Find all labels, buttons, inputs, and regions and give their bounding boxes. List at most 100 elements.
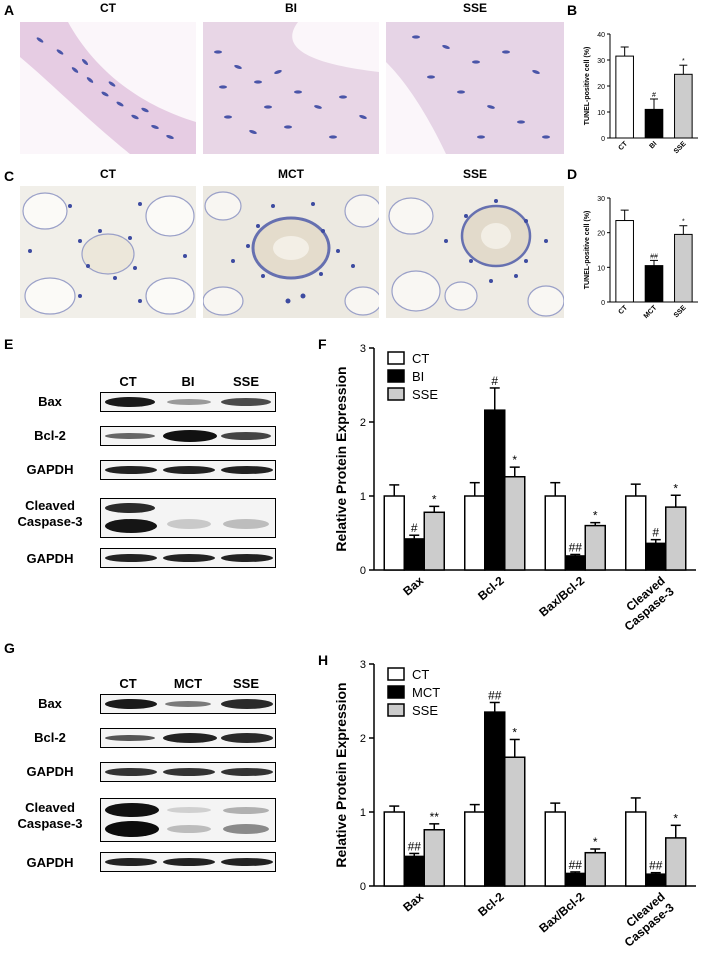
panel-label-e: E (4, 336, 14, 352)
bar-mct (644, 265, 664, 303)
blot-strip-bcl2 (100, 426, 276, 446)
blot-strip-gapdh-1 (100, 762, 276, 782)
x-tick-label: CleavedCaspase-3 (613, 573, 677, 633)
significance-mark: * (682, 58, 685, 65)
legend-swatch-sse (387, 703, 405, 717)
row-label-cleaved-caspase3: Cleaved Caspase-3 (17, 800, 83, 831)
micrograph-a-sse (386, 22, 564, 154)
bar-ct (464, 495, 486, 571)
tunel-chart-d: 0 10 20 30 TUNEL-positive cell (%) CT ## MCT * SS… (584, 196, 698, 320)
panel-label-d: D (567, 166, 578, 182)
significance-mark: * (593, 835, 598, 849)
panel-label-a: A (4, 2, 15, 18)
bar-mct (403, 855, 425, 887)
bar-sse (584, 851, 606, 887)
x-tick-label: Bcl-2 (475, 889, 507, 919)
lane-label-sse: SSE (232, 676, 259, 691)
western-blot-g: CT MCT SSE Bax Bcl-2 GAPDH Cleaved Caspa… (0, 672, 290, 882)
lane-label-bi: BI (181, 374, 195, 389)
western-blot-e: CT BI SSE Bax Bcl-2 GAPDH Cleaved Caspas… (0, 370, 290, 580)
micrograph-c-mct (203, 186, 379, 318)
y-tick-label: 3 (360, 343, 366, 355)
x-tick-label: Bax/Bcl-2 (536, 889, 587, 935)
lane-label-ct: CT (119, 676, 137, 691)
bar-sse (674, 73, 693, 139)
blot-strip-gapdh-2 (100, 548, 276, 568)
legend-label-sse: SSE (412, 387, 438, 402)
x-tick-label: Bax (400, 889, 426, 914)
micrograph-a-ct (20, 22, 196, 154)
y-tick-label: 40 (597, 32, 605, 39)
bar-mct (484, 711, 506, 887)
y-tick-label: 1 (360, 491, 366, 503)
bar-sse (584, 524, 606, 571)
protein-expression-chart-f: 0 1 2 3 Relative Protein Expression # * Bax # * Bc… (333, 343, 696, 634)
x-tick-label: Bax/Bcl-2 (536, 573, 587, 619)
bar-ct (615, 55, 634, 139)
bar-bi (645, 542, 667, 571)
panel-label-g: G (4, 640, 15, 656)
bar-sse (504, 476, 526, 571)
bar-bi (644, 108, 664, 139)
x-tick-label: SSE (673, 140, 688, 155)
x-tick-label: Bax (400, 573, 426, 598)
blot-strip-cleaved-caspase3 (100, 798, 276, 842)
y-tick-label: 2 (360, 733, 366, 745)
legend-swatch-mct (387, 685, 405, 699)
image-title-c-mct: MCT (278, 167, 304, 181)
legend-label-bi: BI (412, 369, 424, 384)
legend-label-sse: SSE (412, 703, 438, 718)
blot-strip-bcl2 (100, 728, 276, 748)
blot-strip-bax (100, 392, 276, 412)
row-label-gapdh-2: GAPDH (26, 551, 74, 566)
bar-sse (423, 829, 445, 887)
bar-bi (564, 555, 586, 571)
panel-label-c: C (4, 168, 15, 184)
image-title-a-ct: CT (100, 1, 116, 15)
y-tick-label: 0 (601, 300, 605, 307)
significance-mark: * (432, 492, 437, 506)
panel-label-h: H (318, 652, 329, 668)
legend-swatch-bi (387, 369, 405, 383)
row-label-gapdh-2: GAPDH (26, 855, 74, 870)
significance-mark: * (673, 811, 678, 825)
row-label-bax: Bax (38, 394, 62, 409)
blot-strip-gapdh-1 (100, 460, 276, 480)
y-tick-label: 3 (360, 659, 366, 671)
bar-mct (564, 872, 586, 887)
significance-mark: # (652, 526, 659, 540)
legend-swatch-ct (387, 667, 405, 681)
x-tick-label: CT (618, 304, 630, 316)
significance-mark: ## (408, 839, 422, 853)
y-tick-label: 0 (360, 881, 366, 893)
image-title-a-bi: BI (285, 1, 297, 15)
image-title-c-ct: CT (100, 167, 116, 181)
y-tick-label: 0 (601, 136, 605, 143)
legend-swatch-sse (387, 387, 405, 401)
y-axis-label: Relative Protein Expression (333, 366, 349, 551)
significance-mark: ## (569, 858, 583, 872)
x-tick-label: SSE (673, 304, 688, 319)
bar-ct (625, 495, 647, 571)
image-title-a-sse: SSE (462, 1, 487, 15)
legend-swatch-ct (387, 351, 405, 365)
panel-label-f: F (318, 336, 327, 352)
x-tick-label: MCT (643, 304, 659, 320)
y-tick-label: 10 (597, 265, 605, 272)
significance-mark: * (512, 453, 517, 467)
image-title-c-sse: SSE (462, 167, 487, 181)
significance-mark: * (512, 725, 517, 739)
legend-label-ct: CT (412, 667, 429, 682)
row-label-cleaved-caspase3: Cleaved Caspase-3 (17, 498, 83, 529)
bar-sse (665, 837, 687, 887)
significance-mark: ## (649, 859, 663, 873)
lane-label-ct: CT (119, 374, 137, 389)
significance-mark: * (593, 509, 598, 523)
significance-mark: # (491, 374, 498, 388)
y-axis-label: TUNEL-positive cell (%) (584, 47, 591, 126)
x-tick-label: Bcl-2 (475, 573, 507, 603)
blot-strip-gapdh-2 (100, 852, 276, 872)
row-label-bcl2: Bcl-2 (34, 428, 66, 443)
lane-label-sse: SSE (232, 374, 259, 389)
